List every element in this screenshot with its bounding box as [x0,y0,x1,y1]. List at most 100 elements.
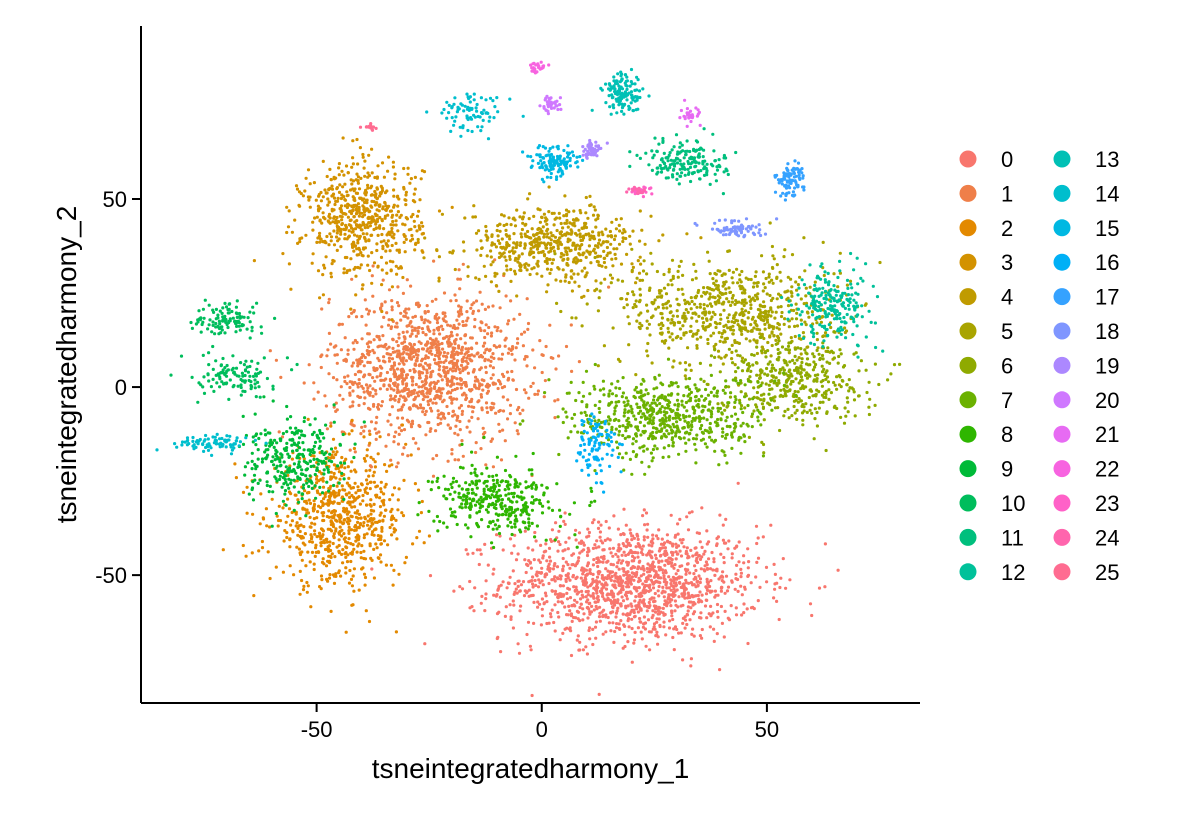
cluster-4-point [583,266,587,270]
cluster-1-point [477,387,481,391]
cluster-1-point [436,354,441,358]
cluster-4-point [546,241,550,245]
cluster-5-point [662,286,667,290]
cluster-1-point [450,398,454,402]
cluster-2-point [389,510,393,514]
cluster-1-point [461,369,465,373]
cluster-1-point [459,363,464,367]
cluster-2-point [365,478,369,482]
cluster-0-point [575,575,579,579]
cluster-4-point [522,211,526,215]
cluster-2-point [308,540,312,544]
cluster-3-point [337,228,341,232]
cluster-5-point [683,298,687,302]
cluster-4-point [532,255,536,259]
cluster-2-point [289,523,293,527]
cluster-0-point [644,579,648,584]
cluster-1-point [473,383,477,387]
cluster-3-point [364,239,368,243]
cluster-0-point [699,567,703,571]
cluster-1-point [480,383,484,387]
cluster-3-point [382,175,386,179]
cluster-1-point [489,334,493,338]
cluster-0-point [513,533,517,537]
cluster-1-point [434,429,438,433]
cluster-0-point [548,559,553,563]
cluster-3-point [370,199,374,203]
cluster-2-point [291,529,295,533]
cluster-4-point [528,241,532,245]
cluster-4-point [577,228,581,232]
cluster-2-point [241,490,246,494]
cluster-2-point [363,517,367,521]
cluster-3-point [409,215,413,219]
cluster-3-point [352,267,356,271]
cluster-4-point [617,223,621,227]
cluster-0-point [615,622,619,626]
cluster-1-point [520,332,524,336]
cluster-1-point [486,358,490,362]
cluster-4-point [573,247,578,251]
cluster-2-point [351,543,355,547]
cluster-4-point [592,205,596,209]
cluster-0-point [742,611,746,615]
cluster-3-point [317,194,321,198]
cluster-0-point [636,542,640,546]
cluster-1-point [472,354,476,358]
cluster-2-point [334,574,338,579]
cluster-1-point [409,422,413,426]
cluster-5-point [668,335,672,339]
cluster-3-point [334,219,338,223]
cluster-0-point [674,584,678,588]
cluster-4-point [542,254,547,258]
cluster-5-point [657,323,661,327]
cluster-0-point [527,580,531,584]
cluster-3-point [407,228,411,232]
cluster-2-point [364,609,368,613]
cluster-2-point [250,551,254,555]
cluster-0-point [608,598,613,603]
cluster-1-point [498,408,502,413]
cluster-0-point [499,583,503,587]
cluster-3-point [437,209,442,213]
cluster-0-point [635,607,639,611]
cluster-3-point [367,221,371,225]
cluster-0-point [663,563,667,567]
cluster-5-point [806,311,810,315]
cluster-0-point [678,517,682,522]
cluster-2-point [320,535,324,539]
cluster-0-point [642,598,646,602]
cluster-0-point [718,513,722,517]
cluster-0-point [537,578,541,582]
cluster-5-point [773,316,777,320]
cluster-2-point [332,489,336,493]
cluster-0-point [574,528,578,532]
cluster-1-point [360,384,364,388]
cluster-2-point [354,515,358,519]
cluster-0-point [626,561,631,565]
cluster-5-point [712,288,716,292]
cluster-4-point [596,214,600,218]
cluster-1-point [410,332,414,336]
cluster-5-point [725,297,729,301]
cluster-5-point [822,273,826,278]
cluster-5-point [783,248,787,252]
cluster-5-point [755,284,759,288]
cluster-3-point [287,209,291,213]
cluster-4-point [524,234,528,238]
cluster-5-point [675,297,679,301]
cluster-5-point [848,279,853,283]
cluster-0-point [570,563,574,567]
cluster-3-point [321,195,325,199]
cluster-0-point [734,572,738,576]
cluster-0-point [709,604,713,609]
cluster-2-point [323,547,328,552]
cluster-0-point [581,572,585,576]
cluster-0-point [715,602,720,607]
cluster-3-point [450,205,454,209]
cluster-1-point [477,355,482,359]
cluster-1-point [396,285,400,289]
cluster-0-point [664,633,668,637]
cluster-0-point [535,574,539,578]
cluster-2-point [362,521,366,525]
